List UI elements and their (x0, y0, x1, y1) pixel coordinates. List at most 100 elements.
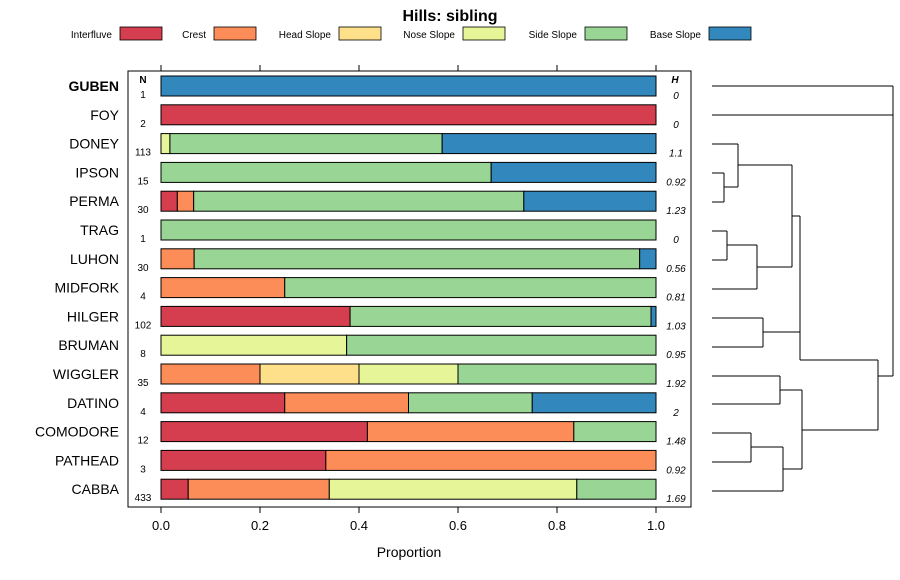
bar-row: CABBA 433 1.69 (72, 478, 686, 505)
bar-segment-base-slope (523, 190, 657, 212)
bar-row: HILGER 102 1.03 (67, 305, 686, 332)
row-label: MIDFORK (54, 280, 119, 296)
row-label: COMODORE (35, 424, 119, 440)
h-value: 0 (673, 235, 679, 246)
n-value: 30 (137, 205, 149, 216)
row-label: HILGER (67, 308, 119, 324)
row-label: IPSON (75, 164, 119, 180)
h-value: 0 (673, 120, 679, 131)
h-value: 1.23 (666, 206, 686, 217)
bar-segment-crest (366, 421, 575, 443)
h-value: 1.1 (669, 149, 683, 160)
h-value: 1.03 (666, 321, 686, 332)
bar-segment-side-slope (457, 363, 657, 385)
bar-row: DONEY 113 1.1 (69, 133, 683, 160)
h-value: 0 (673, 91, 679, 102)
bar-segment-base-slope (441, 133, 657, 155)
x-tick-label: 1.0 (647, 518, 665, 533)
bar-row: DATINO 4 2 (67, 392, 679, 419)
row-label: PERMA (69, 193, 119, 209)
dendrogram-branch (712, 165, 800, 290)
bar-row: WIGGLER 35 1.92 (53, 363, 686, 390)
n-value: 12 (137, 436, 149, 447)
x-tick-label: 0.8 (548, 518, 566, 533)
bar-segment-interfluve (160, 190, 178, 212)
plot-frame (127, 70, 692, 508)
bar-segment-base-slope (160, 75, 657, 97)
n-value: 2 (140, 119, 146, 130)
legend-label: Side Slope (529, 30, 578, 41)
bar-segment-interfluve (160, 449, 327, 471)
legend-swatch (584, 26, 628, 41)
x-tick-label: 0.6 (449, 518, 467, 533)
bar-row: PATHEAD 3 0.92 (55, 449, 686, 476)
bar-segment-crest (187, 478, 330, 500)
bar-segment-interfluve (160, 305, 351, 327)
bar-segment-side-slope (408, 392, 533, 414)
bar-segment-side-slope (160, 161, 492, 183)
n-value: 1 (140, 234, 146, 245)
bar-segment-side-slope (349, 305, 652, 327)
legend-swatch (119, 26, 163, 41)
bar-segment-side-slope (193, 190, 525, 212)
h-value: 0.56 (666, 264, 686, 275)
n-value: 4 (140, 292, 146, 303)
bar-segment-base-slope (650, 305, 657, 327)
row-label: FOY (90, 107, 119, 123)
row-label: BRUMAN (58, 337, 119, 353)
h-header: H (671, 75, 679, 86)
bar-segment-interfluve (160, 104, 657, 126)
n-value: 35 (137, 378, 149, 389)
x-axis: 0.0 0.2 0.4 0.6 0.8 1.0 (152, 65, 665, 533)
bar-row: IPSON 15 0.92 (75, 161, 686, 188)
bar-segment-side-slope (573, 421, 657, 443)
legend-swatch (462, 26, 506, 41)
bar-segment-crest (160, 277, 286, 299)
x-tick-label: 0.4 (350, 518, 368, 533)
row-label: LUHON (70, 251, 119, 267)
legend-label: Base Slope (650, 30, 702, 41)
row-label: GUBEN (68, 78, 119, 94)
bar-segment-interfluve (160, 478, 189, 500)
bar-segment-crest (160, 248, 195, 270)
chart-title: Hills: sibling (402, 8, 497, 25)
bar-row: COMODORE 12 1.48 (35, 421, 686, 448)
bar-segment-side-slope (284, 277, 657, 299)
legend-label: Crest (182, 30, 206, 41)
n-value: 113 (135, 148, 151, 159)
bar-segment-head-slope (259, 363, 360, 385)
row-label: DATINO (67, 395, 119, 411)
bar-rows: GUBEN 1 0 FOY 2 0 DONEY 113 1.1 IPSON 15 0.92 PERMA 3… (35, 75, 686, 505)
legend-swatch (708, 26, 752, 41)
bar-segment-nose-slope (160, 334, 348, 356)
bar-segment-interfluve (160, 421, 368, 443)
dendrogram-branch (712, 375, 802, 405)
bar-segment-side-slope (160, 219, 657, 241)
x-axis-label: Proportion (377, 544, 442, 560)
row-label: CABBA (72, 481, 120, 497)
dendrogram-branch (712, 216, 878, 361)
legend-label: Head Slope (279, 30, 332, 41)
n-value: 433 (135, 493, 152, 504)
bar-row: GUBEN 1 0 (68, 75, 679, 102)
dendrogram-branch (877, 360, 893, 430)
legend-swatch (338, 26, 382, 41)
n-value: 15 (137, 176, 149, 187)
bar-segment-interfluve (160, 392, 286, 414)
legend: Interfluve Crest Head Slope Nose Slope Side … (71, 26, 752, 41)
bar-segment-base-slope (531, 392, 657, 414)
bar-row: PERMA 30 1.23 (69, 190, 686, 217)
bar-row: BRUMAN 8 0.95 (58, 334, 686, 361)
bar-segment-base-slope (490, 161, 657, 183)
row-label: WIGGLER (53, 366, 119, 382)
n-value: 4 (140, 407, 146, 418)
bar-segment-crest (284, 392, 409, 414)
bar-row: TRAG 1 0 (80, 219, 679, 246)
bar-row: MIDFORK 4 0.81 (54, 277, 686, 304)
row-label: TRAG (80, 222, 119, 238)
h-value: 0.81 (666, 293, 685, 304)
h-value: 0.95 (666, 350, 686, 361)
x-tick-label: 0.2 (251, 518, 269, 533)
bar-segment-side-slope (576, 478, 657, 500)
h-value: 1.92 (666, 379, 686, 390)
